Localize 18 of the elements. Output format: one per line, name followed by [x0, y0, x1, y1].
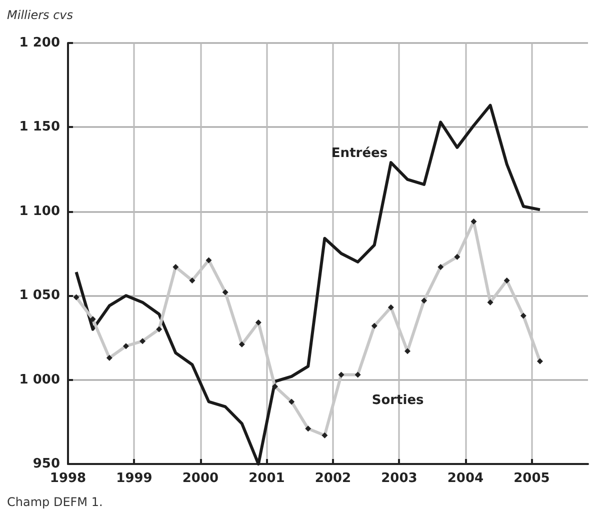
x-tick-label: 1998 — [50, 471, 86, 486]
x-tick-label: 2000 — [182, 471, 219, 486]
y-tick-label: 1 100 — [19, 204, 60, 219]
y-tick-label: 1 150 — [19, 120, 60, 135]
x-tick-label: 2002 — [314, 471, 352, 486]
y-axis-title: Milliers cvs — [7, 8, 74, 22]
x-tick-label: 2001 — [248, 471, 285, 486]
x-tick-label: 2005 — [514, 471, 550, 486]
y-tick-label: 950 — [32, 456, 60, 472]
x-tick-label: 2003 — [381, 471, 418, 486]
series-label: Entrées — [331, 146, 388, 161]
x-tick-label: 2004 — [447, 471, 484, 486]
y-tick-label: 1 000 — [19, 372, 60, 388]
x-tick-label: 1999 — [116, 471, 152, 486]
y-tick-label: 1 050 — [19, 288, 60, 304]
y-tick-label: 1 200 — [19, 36, 60, 50]
text: Champ DEFM 1. — [7, 495, 103, 509]
series-label: Sorties — [372, 393, 424, 408]
